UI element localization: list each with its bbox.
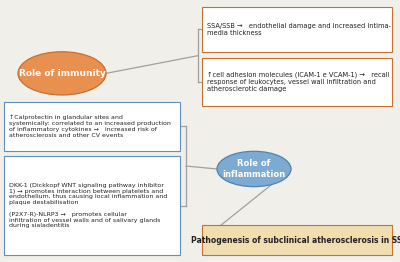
Text: ↑cell adhesion molecules (ICAM-1 e VCAM-1) →   recall
response of leukocytes, ve: ↑cell adhesion molecules (ICAM-1 e VCAM-… [207,72,389,92]
Ellipse shape [217,151,291,187]
Ellipse shape [18,52,106,95]
FancyBboxPatch shape [202,7,392,52]
Text: Pathogenesis of subclinical atherosclerosis in SS: Pathogenesis of subclinical atherosclero… [191,236,400,245]
FancyBboxPatch shape [4,156,180,255]
Text: DKK-1 (Dickkopf WNT signaling pathway inhibitor
1) → promotes interaction betwee: DKK-1 (Dickkopf WNT signaling pathway in… [9,183,167,228]
Text: Role of immunity: Role of immunity [18,69,106,78]
FancyBboxPatch shape [202,58,392,106]
FancyBboxPatch shape [202,225,392,255]
Text: ↑Calprotectin in glandular sites and
systemically: correlated to an increased pr: ↑Calprotectin in glandular sites and sys… [9,115,171,138]
FancyBboxPatch shape [4,102,180,151]
Text: Role of
inflammation: Role of inflammation [222,159,286,179]
Text: SSA/SSB →   endothelial damage and increased intima-
media thickness: SSA/SSB → endothelial damage and increas… [207,23,391,36]
